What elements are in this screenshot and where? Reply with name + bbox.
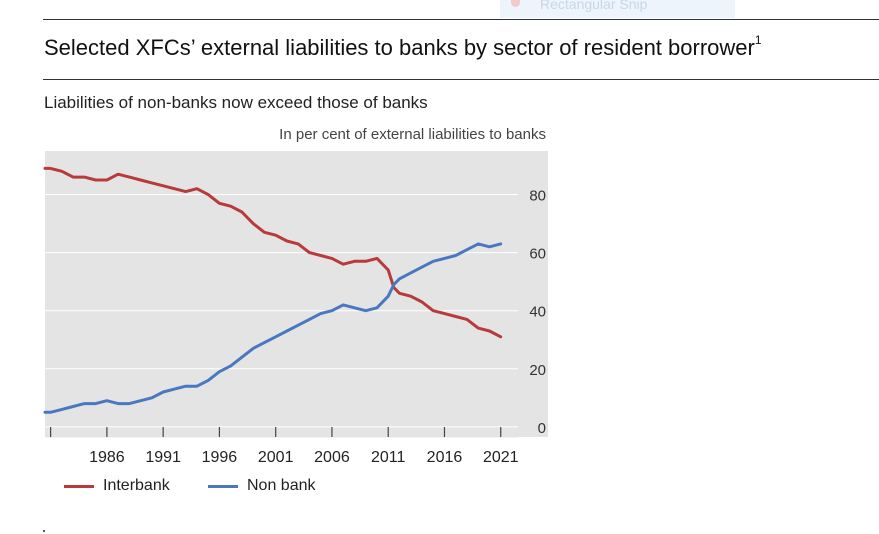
x-tick-label-2016: 2016 [427,449,463,466]
title-footnote: 1 [754,33,762,47]
snip-record-icon [511,0,520,7]
chart-title-text: Selected XFCs’ external liabilities to b… [44,35,755,60]
y-tick-label-40: 40 [529,304,546,321]
x-tick-label-2006: 2006 [314,449,350,466]
x-tick-label-2011: 2011 [371,449,406,466]
x-tick-label-1996: 1996 [202,449,238,466]
y-axis-unit-label: In per cent of external liabilities to b… [279,126,546,143]
y-tick-label-60: 60 [529,246,546,263]
plot-area [45,151,548,437]
legend-item-interbank: Interbank [64,476,170,496]
legend-swatch-nonbank [208,484,238,488]
snip-label: Rectangular Snip [540,0,648,12]
rectangular-snip-tab[interactable]: Rectangular Snip [500,0,735,18]
nonbank-line [43,242,503,414]
legend-label-nonbank: Non bank [247,477,316,494]
legend-item-nonbank: Non bank [208,476,316,496]
x-tick-label-1991: 1991 [145,449,181,466]
title-rule [43,79,879,80]
y-tick-label-20: 20 [529,362,546,379]
chart-title: Selected XFCs’ external liabilities to b… [44,33,762,61]
x-tick-label-2021: 2021 [483,449,519,466]
legend-label-interbank: Interbank [103,477,170,494]
top-rule [43,19,879,20]
legend-swatch-interbank [64,484,94,488]
y-tick-label-80: 80 [529,188,546,205]
y-tick-label-0: 0 [538,420,546,437]
interbank-line [43,166,503,339]
x-tick-label-2001: 2001 [258,449,294,466]
chart-subtitle: Liabilities of non-banks now exceed thos… [44,93,428,112]
page-mark [43,530,45,532]
x-tick-label-1986: 1986 [89,449,125,466]
